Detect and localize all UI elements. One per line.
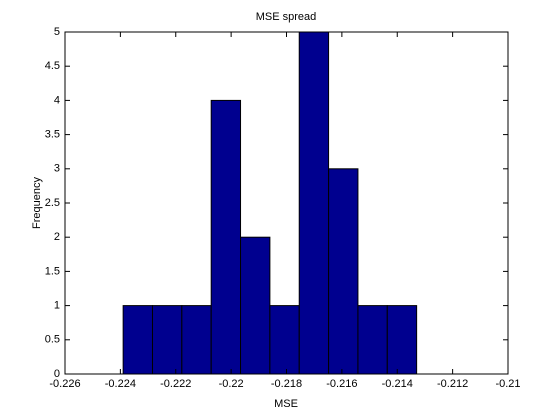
bar <box>122 305 153 375</box>
x-tick-label: -0.22 <box>219 378 244 390</box>
y-tick-label: 0.5 <box>45 334 60 346</box>
bar <box>181 305 212 375</box>
y-tick-label: 3.5 <box>45 129 60 141</box>
x-tick-label: -0.212 <box>437 378 468 390</box>
y-tick-label: 4.5 <box>45 60 60 72</box>
y-tick-label: 3 <box>54 163 60 175</box>
bar <box>269 305 300 375</box>
y-tick-label: 5 <box>54 26 60 38</box>
y-tick-label: 2 <box>54 231 60 243</box>
x-tick-label: -0.218 <box>271 378 302 390</box>
y-tick-label: 4 <box>54 94 60 106</box>
x-tick-label: -0.226 <box>49 378 80 390</box>
bar <box>240 236 271 375</box>
bar <box>298 31 330 375</box>
x-axis-label: MSE <box>274 398 298 410</box>
y-tick-label: 1.5 <box>45 265 60 277</box>
y-tick-label: 0 <box>54 368 60 380</box>
bar <box>151 305 183 375</box>
bar <box>210 99 242 375</box>
bar <box>328 168 359 375</box>
x-tick-label: -0.222 <box>160 378 191 390</box>
y-tick-label: 1 <box>54 300 60 312</box>
bar <box>357 305 388 375</box>
chart-title: MSE spread <box>256 11 317 23</box>
bar <box>386 305 418 375</box>
x-tick-label: -0.224 <box>105 378 136 390</box>
x-tick-label: -0.21 <box>495 378 520 390</box>
y-tick-label: 2.5 <box>45 197 60 209</box>
x-tick-label: -0.216 <box>326 378 357 390</box>
x-tick-label: -0.214 <box>382 378 413 390</box>
y-axis-label: Frequency <box>31 177 43 229</box>
